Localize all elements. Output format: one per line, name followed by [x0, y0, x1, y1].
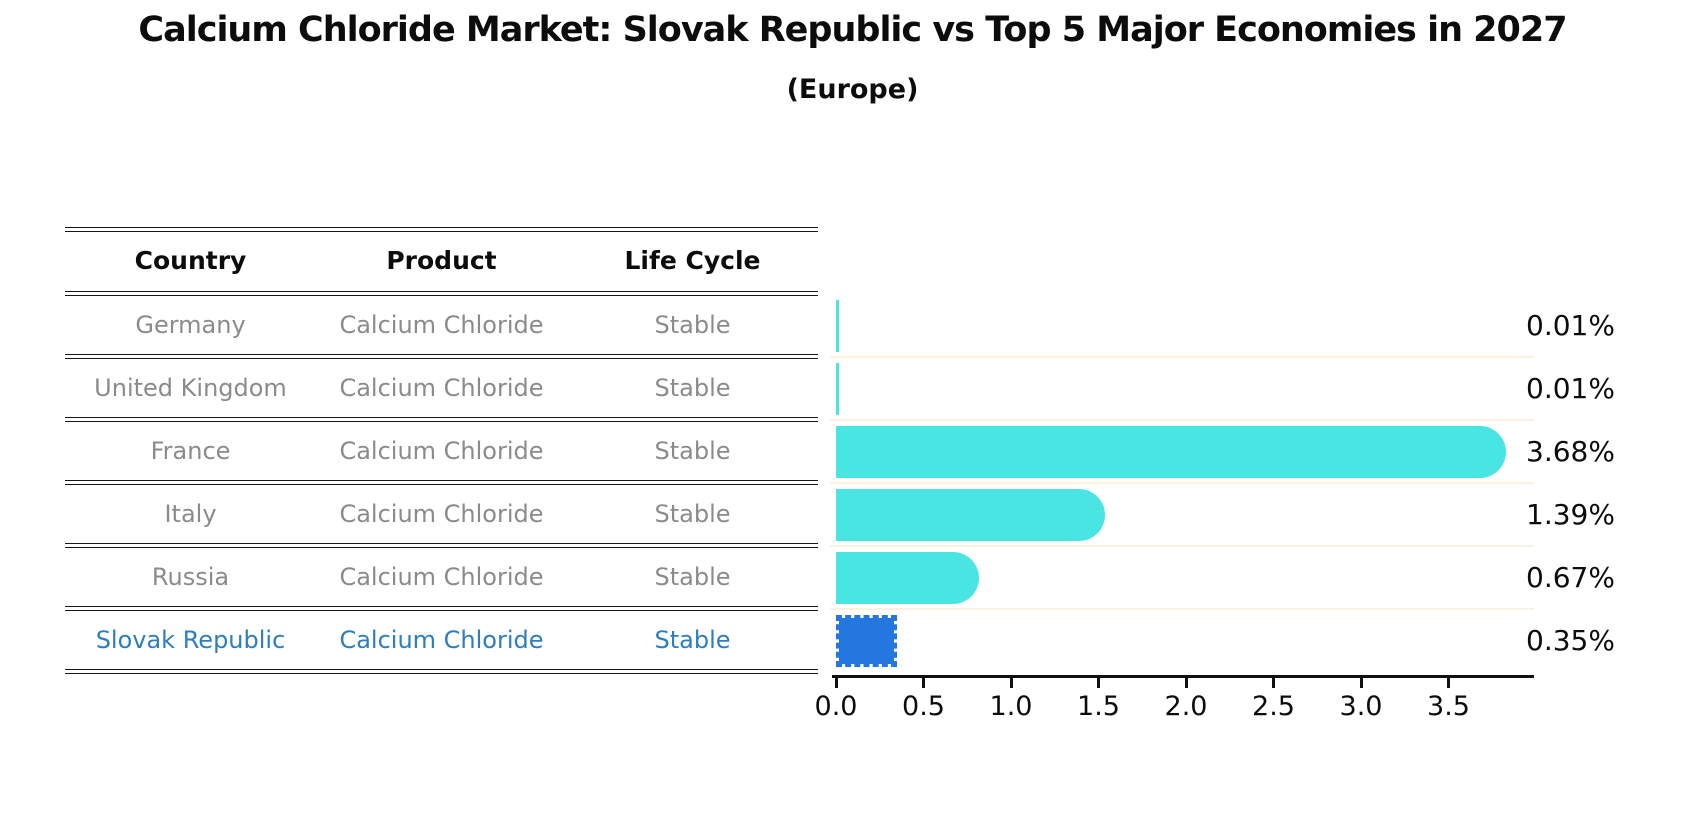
- table-divider: [65, 227, 818, 232]
- x-axis-tick-label: 1.0: [989, 691, 1033, 722]
- column-header-country: Country: [134, 246, 247, 275]
- x-axis-tick: [1009, 678, 1013, 688]
- lifecycle-cell: Stable: [654, 374, 731, 402]
- bar-italy: [836, 488, 1105, 541]
- table-row: Italy Calcium Chloride Stable: [65, 483, 818, 546]
- product-cell: Calcium Chloride: [339, 563, 544, 591]
- bar-france: [836, 425, 1506, 478]
- table-divider: [65, 480, 818, 485]
- lifecycle-cell: Stable: [654, 563, 731, 591]
- table-divider: [65, 417, 818, 422]
- chart-row-guide: [830, 482, 1534, 484]
- column-header-product: Product: [386, 246, 497, 275]
- bar-united-kingdom: [836, 362, 839, 415]
- x-axis-tick-label: 2.5: [1252, 691, 1295, 722]
- country-cell: Germany: [135, 311, 246, 339]
- country-cell: United Kingdom: [94, 374, 287, 402]
- chart-row-guide: [830, 608, 1534, 610]
- product-cell: Calcium Chloride: [339, 374, 544, 402]
- chart-title: Calcium Chloride Market: Slovak Republic…: [138, 10, 1567, 50]
- table-divider: [65, 354, 818, 359]
- product-cell: Calcium Chloride: [339, 311, 544, 339]
- country-cell: France: [150, 437, 231, 465]
- chart-row-guide: [830, 356, 1534, 358]
- chart-subtitle: (Europe): [786, 74, 919, 105]
- value-label-italy: 1.39%: [1526, 497, 1615, 531]
- column-header-lifecycle: Life Cycle: [624, 246, 761, 275]
- x-axis-tick: [1272, 678, 1275, 688]
- country-cell: Russia: [151, 563, 230, 591]
- country-cell: Italy: [164, 500, 217, 528]
- chart-row-guide: [830, 545, 1534, 547]
- x-axis-tick: [1359, 678, 1363, 688]
- x-axis-tick-label: 3.0: [1339, 691, 1383, 722]
- value-label-russia: 0.67%: [1526, 560, 1615, 594]
- table-divider: [65, 606, 818, 611]
- value-label-slovak-republic: 0.35%: [1526, 623, 1615, 657]
- value-label-united-kingdom: 0.01%: [1526, 371, 1615, 405]
- x-axis-tick: [1184, 678, 1188, 688]
- product-cell: Calcium Chloride: [339, 437, 544, 465]
- lifecycle-cell: Stable: [654, 437, 731, 465]
- table-row: Russia Calcium Chloride Stable: [65, 546, 818, 609]
- country-cell: Slovak Republic: [95, 626, 286, 654]
- x-axis-tick: [1447, 678, 1450, 688]
- x-axis-tick-label: 0.5: [902, 691, 945, 722]
- x-axis-tick-label: 3.5: [1427, 691, 1470, 722]
- table-row: Germany Calcium Chloride Stable: [65, 294, 818, 357]
- product-cell: Calcium Chloride: [339, 500, 544, 528]
- value-label-france: 3.68%: [1526, 434, 1615, 468]
- table-row: Slovak Republic Calcium Chloride Stable: [65, 609, 818, 672]
- bar-germany: [836, 299, 839, 352]
- x-axis-tick: [834, 678, 838, 688]
- x-axis-tick-label: 2.0: [1164, 691, 1208, 722]
- table-row: United Kingdom Calcium Chloride Stable: [65, 357, 818, 420]
- product-cell: Calcium Chloride: [339, 626, 544, 654]
- table-row: France Calcium Chloride Stable: [65, 420, 818, 483]
- lifecycle-cell: Stable: [654, 311, 731, 339]
- table-divider: [65, 543, 818, 548]
- x-axis-tick: [922, 678, 925, 688]
- table-header-row: Country Product Life Cycle: [65, 229, 818, 293]
- x-axis-line: [832, 675, 1534, 678]
- lifecycle-cell: Stable: [654, 500, 731, 528]
- x-axis-tick: [1097, 678, 1100, 688]
- x-axis-tick-label: 0.0: [814, 691, 858, 722]
- value-label-germany: 0.01%: [1526, 308, 1615, 342]
- bar-russia: [836, 551, 979, 604]
- bar-slovak-republic: [836, 614, 897, 667]
- table-divider: [65, 291, 818, 296]
- lifecycle-cell: Stable: [654, 626, 731, 654]
- x-axis-tick-label: 1.5: [1077, 691, 1120, 722]
- chart-row-guide: [830, 419, 1534, 421]
- table-divider: [65, 669, 818, 674]
